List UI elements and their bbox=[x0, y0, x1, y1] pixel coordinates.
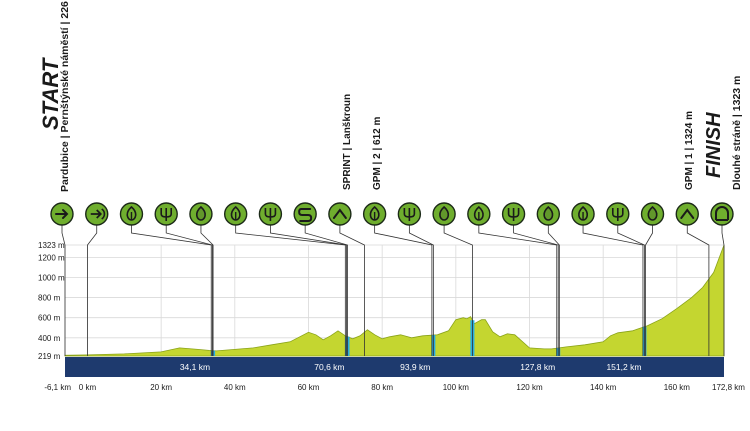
x-tick-label: 160 km bbox=[664, 383, 691, 392]
food-zone-icon bbox=[119, 202, 144, 226]
water-bottle-icon bbox=[432, 202, 456, 226]
band-distance-label: 34,1 km bbox=[180, 362, 210, 372]
finish-title: FINISH bbox=[703, 112, 725, 178]
food-zone-icon bbox=[223, 202, 248, 226]
food-zone-icon bbox=[467, 202, 491, 226]
marker-leader-line bbox=[235, 225, 346, 356]
marker-leader-line bbox=[617, 225, 645, 356]
marker-leader-line bbox=[478, 225, 558, 356]
y-tick-label: 400 m bbox=[38, 334, 61, 343]
finish-arch-icon bbox=[710, 202, 734, 226]
elevation-area bbox=[64, 244, 725, 357]
x-tick-label: 100 km bbox=[443, 383, 470, 392]
x-tick-label: 140 km bbox=[590, 383, 617, 392]
marker-leader-line bbox=[304, 225, 348, 356]
y-tick-label: 1000 m bbox=[38, 273, 65, 282]
y-tick-label: 600 m bbox=[38, 314, 61, 323]
band-distance-label: 93,9 km bbox=[400, 362, 430, 372]
marker-leader-line bbox=[408, 225, 434, 356]
climb-icon bbox=[328, 202, 352, 226]
x-tick-label: 80 km bbox=[371, 383, 393, 392]
marker-leader-line bbox=[200, 225, 214, 356]
marker-row bbox=[50, 202, 734, 226]
marker-leader-line bbox=[270, 225, 347, 356]
feeding-zone-icon bbox=[154, 202, 178, 226]
x-tick-label: 0 km bbox=[79, 383, 97, 392]
water-bottle-icon bbox=[536, 202, 561, 226]
food-zone-icon bbox=[571, 202, 595, 226]
sprint-label: SPRINT | Lanškroun bbox=[342, 94, 353, 190]
food-zone-icon bbox=[362, 202, 387, 226]
distance-band-bg bbox=[65, 357, 724, 377]
marker-leader-line bbox=[374, 225, 433, 356]
start-subtitle: Pardubice | Pernštýnské náměstí | 226 m bbox=[59, 0, 71, 192]
band-distance-label: 70,6 km bbox=[314, 362, 344, 372]
marker-leader-line bbox=[165, 225, 213, 356]
feeding-zone-icon bbox=[397, 202, 422, 226]
neutral-start-icon bbox=[85, 202, 109, 226]
climb-icon bbox=[675, 202, 699, 226]
marker-leader-line bbox=[61, 225, 66, 356]
marker-leader-line bbox=[582, 225, 644, 356]
marker-leader-line bbox=[443, 225, 473, 356]
start-title: START bbox=[38, 57, 63, 130]
marker-leader-line bbox=[721, 225, 725, 356]
marker-leader-line bbox=[686, 225, 710, 356]
marker-leader-line bbox=[339, 225, 365, 356]
y-tick-label: 800 m bbox=[38, 294, 61, 303]
feeding-zone-icon bbox=[606, 202, 630, 226]
sprint-icon bbox=[293, 202, 317, 226]
water-bottle-icon bbox=[189, 202, 213, 226]
x-tick-label: -6,1 km bbox=[44, 383, 71, 392]
water-bottle-icon bbox=[640, 202, 665, 226]
x-tick-label: 120 km bbox=[516, 383, 543, 392]
feeding-zone-icon bbox=[501, 202, 526, 226]
distance-band: 34,1 km 70,6 km 93,9 km 127,8 km 151,2 km bbox=[65, 357, 724, 377]
finish-subtitle: Dlouhé stráně | 1323 m bbox=[731, 76, 743, 190]
x-tick-label: 40 km bbox=[224, 383, 246, 392]
gpm2-label: GPM | 2 | 612 m bbox=[372, 116, 383, 190]
marker-leader-line bbox=[547, 225, 560, 356]
axis-layer: 219 m 400 m 600 m 800 m 1000 m 1200 m 1323 m -6… bbox=[38, 241, 745, 392]
profile-layer bbox=[64, 244, 725, 357]
y-tick-label: 1323 m bbox=[38, 241, 65, 250]
x-tick-label: 60 km bbox=[298, 383, 320, 392]
marker-leader-line bbox=[87, 225, 98, 356]
x-tick-label: 172,8 km bbox=[712, 383, 745, 392]
marker-leader-line bbox=[513, 225, 559, 356]
marker-leader-line bbox=[645, 225, 653, 356]
band-distance-label: 127,8 km bbox=[520, 362, 555, 372]
x-tick-label: 20 km bbox=[150, 383, 172, 392]
feeding-zone-icon bbox=[258, 202, 283, 226]
marker-leader-line bbox=[131, 225, 212, 356]
start-arrow-icon bbox=[50, 202, 74, 226]
y-tick-label: 1200 m bbox=[38, 253, 65, 262]
y-tick-label: 219 m bbox=[38, 352, 61, 361]
gpm1-label: GPM | 1 | 1324 m bbox=[684, 111, 695, 190]
leader-lines bbox=[61, 225, 725, 356]
band-distance-label: 151,2 km bbox=[606, 362, 641, 372]
